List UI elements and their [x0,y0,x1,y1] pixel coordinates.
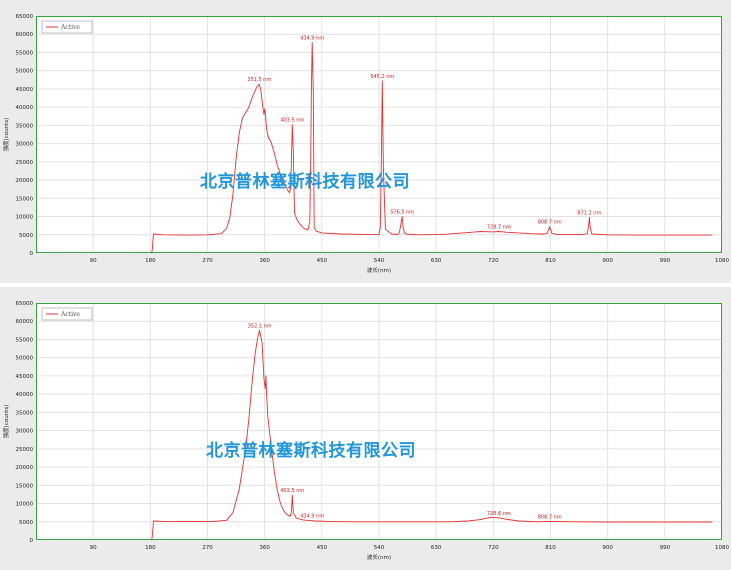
peak-label: 352.1 nm [248,323,272,329]
y-tick-label: 35000 [16,410,34,416]
y-tick-label: 30000 [16,429,34,435]
x-tick-label: 180 [145,258,156,264]
y-tick-label: 40000 [16,392,34,398]
y-tick-label: 20000 [16,465,34,471]
legend-box [41,20,93,34]
legend-label: Active [60,311,80,318]
y-tick-label: 45000 [16,87,34,93]
y-tick-label: 60000 [16,32,34,38]
peak-label: 434.9 nm [300,35,324,41]
y-tick-label: 10000 [16,502,34,508]
x-tick-label: 630 [431,545,442,551]
plot-frame [36,303,722,540]
x-tick-label: 360 [259,258,270,264]
spectrum-panel-top: 0 5000 10000 15000 20000 25000 30000 35000 40000… [0,0,731,283]
spectrum-line-active [151,329,713,541]
x-tick-label: 900 [602,258,613,264]
x-tick-label: 450 [317,258,328,264]
spectrum-chart-top: 0 5000 10000 15000 20000 25000 30000 35000 40000… [2,14,729,274]
y-tick-label: 15000 [16,483,34,489]
x-tick-label: 270 [202,545,213,551]
y-tick-label: 55000 [16,337,34,343]
peak-label: 728.7 nm [487,224,511,230]
x-tick-label: 180 [145,545,156,551]
legend: Active [41,307,93,321]
x-tick-label: 720 [488,545,499,551]
y-tick-label: 0 [30,251,34,257]
peak-label: 871.2 nm [577,210,601,216]
y-tick-label: 20000 [16,178,34,184]
peak-label: 545.2 nm [370,74,394,80]
y-tick-label: 30000 [16,142,34,148]
x-tick-label: 810 [545,545,556,551]
y-tick-label: 60000 [16,319,34,325]
plot-frame [36,16,722,253]
y-tick-label: 40000 [16,105,34,111]
x-tick-label: 360 [259,545,270,551]
x-tick-label: 90 [90,545,97,551]
x-tick-label: 990 [660,258,671,264]
x-tick-label: 90 [90,258,97,264]
peak-label: 434.9 nm [300,514,324,520]
spectrum-panel-bottom: 0 5000 10000 15000 20000 25000 30000 35000 40000… [0,287,731,570]
x-tick-label: 1080 [715,545,729,551]
peak-label: 728.6 nm [487,511,511,517]
x-tick-label: 990 [660,545,671,551]
peak-label: 403.5 nm [280,488,304,494]
y-tick-label: 45000 [16,374,34,380]
peak-label: 576.5 nm [390,210,414,216]
x-tick-label: 540 [374,545,385,551]
y-tick-label: 55000 [16,50,34,56]
company-watermark: 北京普林塞斯科技有限公司 [200,172,410,192]
y-tick-label: 10000 [16,215,34,221]
x-tick-label: 1080 [715,258,729,264]
x-tick-label: 450 [317,545,328,551]
peak-label: 808.7 nm [538,514,562,520]
y-tick-label: 65000 [16,14,34,20]
spectrum-line-active [151,41,713,254]
peak-label: 351.5 nm [247,77,271,83]
y-axis-label: 强度(counts) [2,118,10,152]
y-tick-label: 5000 [19,233,33,239]
x-axis-label: 波长(nm) [367,266,391,274]
y-tick-label: 5000 [19,520,33,526]
peak-label: 808.7 nm [538,220,562,226]
y-tick-label: 50000 [16,356,34,362]
y-tick-label: 0 [30,538,34,544]
y-tick-label: 25000 [16,160,34,166]
y-tick-label: 25000 [16,447,34,453]
spectrum-chart-bottom: 0 5000 10000 15000 20000 25000 30000 35000 40000… [2,301,729,561]
legend-box [41,307,93,321]
x-tick-label: 270 [202,258,213,264]
y-tick-label: 35000 [16,123,34,129]
y-tick-label: 15000 [16,196,34,202]
x-tick-label: 810 [545,258,556,264]
legend: Active [41,20,93,34]
peak-label: 403.5 nm [280,118,304,124]
x-tick-label: 720 [488,258,499,264]
company-watermark: 北京普林塞斯科技有限公司 [206,441,416,461]
y-tick-label: 65000 [16,301,34,307]
x-tick-label: 900 [602,545,613,551]
y-axis-label: 强度(counts) [2,405,10,439]
y-tick-label: 50000 [16,69,34,75]
x-tick-label: 630 [431,258,442,264]
x-axis-label: 波长(nm) [367,553,391,561]
legend-label: Active [60,24,80,31]
x-tick-label: 540 [374,258,385,264]
